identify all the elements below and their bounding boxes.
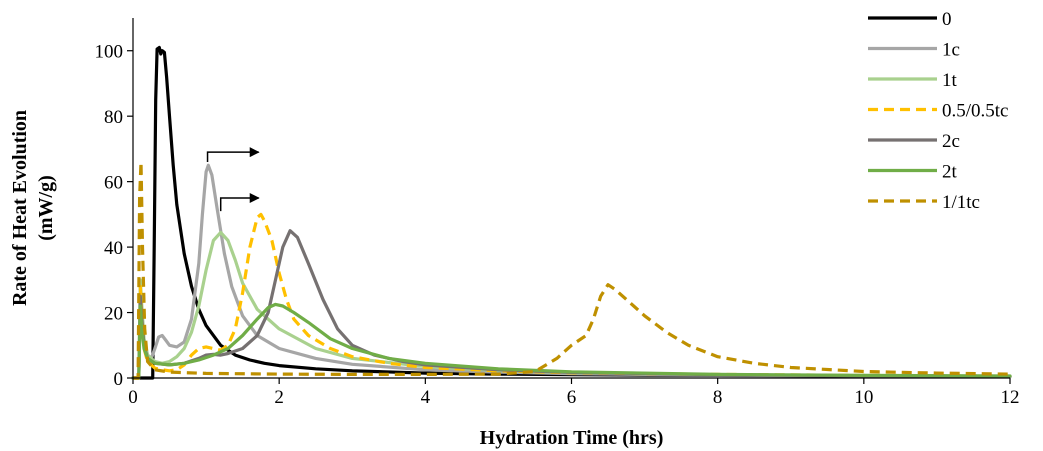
x-tick-label: 0 [128, 387, 138, 408]
x-tick-label: 2 [274, 387, 284, 408]
ticks: 0 2 4 6 8 10 12 0 20 40 60 80 100 [95, 42, 1020, 408]
legend-label-6: 1/1tc [942, 192, 980, 213]
series-line-5 [131, 302, 1012, 380]
y-tick-label: 40 [104, 238, 123, 259]
legend: 0 1c 1t 0.5/0.5tc 2c 2t 1/1tc [868, 9, 1009, 213]
y-axis-title-line1: Rate of Heat Evolution [9, 110, 31, 306]
series-line-6 [133, 160, 1011, 380]
annotations [206, 147, 260, 212]
x-tick-label: 8 [713, 387, 723, 408]
series-line-3 [133, 212, 1011, 380]
legend-label-2: 1t [942, 70, 958, 91]
annotation-arrow-1 [219, 193, 260, 212]
y-tick-label: 80 [104, 107, 123, 128]
x-tick-label: 10 [854, 387, 873, 408]
y-tick-label: 100 [95, 42, 124, 63]
legend-label-5: 2t [942, 162, 958, 183]
series-line-4 [131, 229, 1012, 380]
x-tick-label: 12 [1001, 387, 1020, 408]
x-axis-title: Hydration Time (hrs) [480, 427, 664, 449]
annotation-arrow-0 [206, 147, 260, 162]
y-axis-title-line2: (mW/g) [35, 175, 57, 241]
legend-label-1: 1c [942, 40, 960, 61]
series-line-0 [131, 45, 1012, 380]
y-tick-label: 20 [104, 304, 123, 325]
series-line-2 [131, 230, 1012, 380]
plot-area [131, 45, 1012, 380]
legend-label-4: 2c [942, 131, 960, 152]
x-tick-label: 4 [421, 387, 431, 408]
legend-label-0: 0 [942, 9, 952, 30]
y-tick-label: 0 [114, 369, 124, 390]
x-tick-label: 6 [567, 387, 577, 408]
axes [132, 18, 1010, 379]
y-tick-label: 60 [104, 173, 123, 194]
legend-label-3: 0.5/0.5tc [942, 101, 1009, 122]
